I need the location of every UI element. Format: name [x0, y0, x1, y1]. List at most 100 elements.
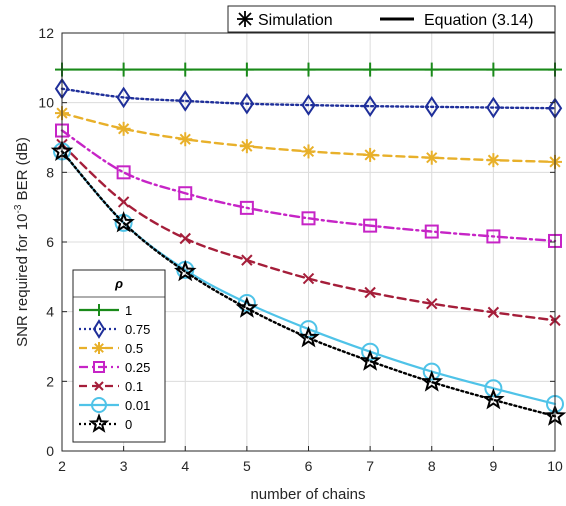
series-0.5	[55, 106, 562, 169]
rho-legend-entry: 0.1	[79, 379, 143, 394]
data-point-asterisk	[93, 342, 105, 354]
y-axis-title-tail: BER (dB)	[14, 137, 31, 205]
top-legend: Simulation Equation (3.14)	[227, 5, 556, 33]
rho-legend: ρ 1 0.75 0.5 0.25 0.1 0.01 0	[72, 269, 166, 443]
data-point-square	[178, 186, 193, 201]
rho-legend-title: ρ	[114, 276, 123, 291]
data-point-circle	[91, 397, 107, 413]
data-point-x	[426, 297, 438, 310]
top-legend-simulation-label: Simulation	[258, 12, 333, 29]
data-point-asterisk	[116, 121, 131, 136]
data-point-diamond	[301, 94, 316, 116]
x-tick-label: 10	[547, 458, 563, 474]
rho-legend-entry: 0.25	[79, 360, 150, 375]
series-line	[60, 150, 557, 418]
data-point-x	[179, 232, 191, 245]
data-point-asterisk	[301, 144, 316, 159]
data-point-square	[116, 165, 131, 180]
data-point-plus	[363, 62, 378, 77]
series-line	[60, 87, 557, 110]
data-point-star	[235, 296, 259, 318]
x-tick-label: 8	[428, 458, 436, 474]
rho-legend-entries: 1 0.75 0.5 0.25 0.1 0.01 0	[79, 303, 150, 433]
x-tick-label: 4	[181, 458, 189, 474]
data-point-plus	[239, 62, 254, 77]
data-point-x	[487, 306, 500, 319]
y-axis-title-main: SNR required for 10	[14, 214, 31, 347]
x-tick-label: 2	[58, 458, 66, 474]
y-tick-label: 2	[46, 373, 54, 389]
data-point-asterisk	[178, 132, 193, 147]
data-point-x	[241, 254, 253, 266]
y-tick-label: 10	[38, 95, 54, 111]
y-tick-label: 6	[46, 234, 54, 250]
data-point-star	[297, 325, 320, 348]
x-tick-label: 9	[489, 458, 497, 474]
data-point-star	[112, 210, 135, 233]
data-point-square	[93, 361, 105, 373]
data-point-plus	[486, 62, 501, 77]
data-point-circle	[422, 362, 441, 381]
data-point-plus	[424, 62, 439, 77]
rho-legend-label: 0.5	[125, 341, 143, 356]
data-point-x	[364, 286, 376, 299]
data-point-square	[301, 211, 316, 226]
x-axis-title: number of chains	[250, 486, 365, 503]
y-axis-title: SNR required for 10-3 BER (dB)	[13, 137, 31, 347]
series-1	[55, 62, 562, 77]
y-tick-label: 8	[46, 164, 54, 180]
data-point-x	[117, 196, 130, 208]
data-point-star	[482, 387, 505, 410]
data-point-diamond	[92, 319, 106, 339]
data-point-x	[94, 381, 104, 391]
data-point-asterisk	[486, 153, 501, 168]
x-tick-label: 5	[243, 458, 251, 474]
data-point-plus	[301, 62, 316, 77]
y-tick-label: 0	[46, 443, 54, 459]
data-point-star	[88, 413, 110, 433]
data-point-diamond	[239, 92, 255, 115]
simulation-marker-icon	[237, 11, 253, 27]
rho-legend-entry: 0.75	[79, 319, 150, 339]
data-point-square	[239, 200, 254, 215]
data-point-diamond	[362, 95, 378, 117]
rho-legend-entry: 0	[79, 413, 132, 433]
y-axis-title-superscript: -3	[13, 204, 24, 213]
data-point-square	[424, 224, 439, 239]
top-legend-equation-label: Equation (3.14)	[424, 12, 533, 29]
rho-legend-label: 0.25	[125, 360, 150, 375]
rho-legend-label: 0.1	[125, 379, 143, 394]
x-tick-label: 7	[366, 458, 374, 474]
data-point-circle	[484, 379, 503, 398]
rho-legend-entry: 1	[79, 303, 132, 318]
series-layer	[50, 62, 566, 426]
series-line	[60, 129, 557, 243]
series-0.1	[56, 138, 561, 327]
data-point-diamond	[116, 86, 131, 109]
x-tick-label: 3	[120, 458, 128, 474]
data-point-star	[420, 370, 444, 392]
data-point-circle	[361, 342, 380, 361]
data-point-diamond	[486, 96, 501, 119]
data-point-square	[486, 229, 501, 244]
data-point-square	[363, 218, 378, 233]
x-tick-label: 6	[305, 458, 313, 474]
rho-legend-entry: 0.5	[79, 341, 143, 356]
rho-legend-label: 0.75	[125, 322, 150, 337]
data-point-plus	[178, 62, 193, 77]
data-point-diamond	[178, 90, 193, 112]
series-line	[60, 143, 557, 322]
rho-legend-box	[72, 269, 166, 443]
data-point-star	[173, 259, 197, 282]
y-tick-label: 12	[38, 25, 54, 41]
rho-legend-label: 1	[125, 303, 132, 318]
data-point-asterisk	[239, 139, 254, 154]
data-point-x	[302, 272, 315, 285]
data-point-asterisk	[363, 147, 378, 162]
y-tick-label: 4	[46, 304, 54, 320]
series-0	[50, 139, 566, 426]
data-point-plus	[116, 62, 131, 77]
data-point-asterisk	[424, 150, 439, 165]
